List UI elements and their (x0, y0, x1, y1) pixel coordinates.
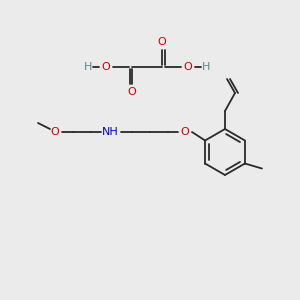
Text: O: O (51, 127, 59, 137)
Text: NH: NH (102, 127, 118, 137)
Text: O: O (158, 37, 166, 47)
Text: O: O (184, 62, 192, 72)
Text: H: H (202, 62, 210, 72)
Text: O: O (128, 87, 136, 97)
Text: H: H (84, 62, 92, 72)
Text: O: O (102, 62, 110, 72)
Text: O: O (181, 127, 189, 137)
